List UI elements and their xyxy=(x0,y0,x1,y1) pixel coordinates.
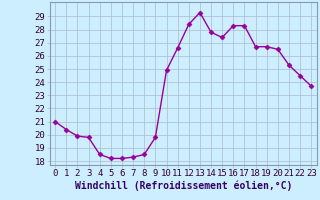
X-axis label: Windchill (Refroidissement éolien,°C): Windchill (Refroidissement éolien,°C) xyxy=(75,181,292,191)
